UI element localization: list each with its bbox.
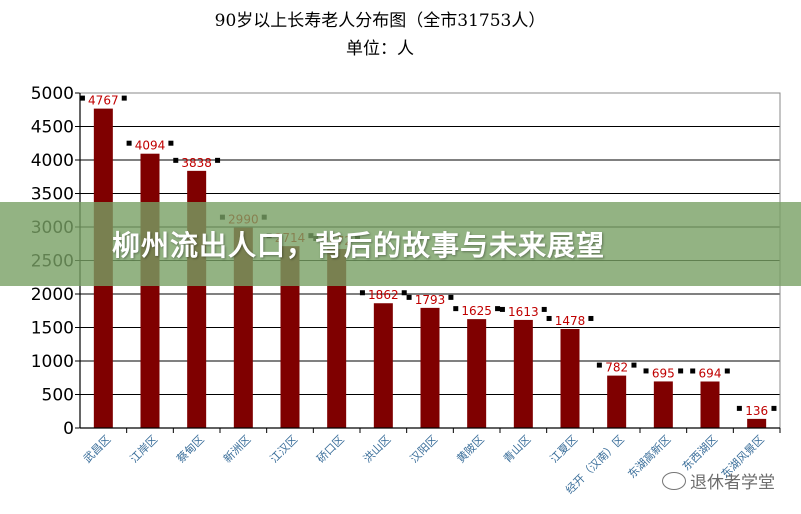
data-label-marker [126, 140, 132, 146]
data-label-marker [724, 368, 730, 374]
y-tick-label: 2000 [31, 285, 74, 305]
data-label: 1862 [368, 288, 399, 302]
data-label: 1793 [415, 293, 446, 307]
data-label-marker [631, 362, 637, 368]
y-tick-label: 4500 [31, 118, 74, 138]
data-label: 694 [699, 367, 722, 381]
data-label-marker [588, 315, 594, 321]
category-label: 江夏区 [548, 433, 581, 466]
y-tick-label: 500 [42, 386, 74, 406]
bar [280, 246, 300, 428]
bar [700, 381, 720, 428]
data-label-marker [79, 95, 85, 101]
data-label: 1478 [555, 314, 586, 328]
category-label: 洪山区 [360, 432, 393, 465]
data-label: 695 [652, 366, 675, 380]
data-label-marker [215, 157, 221, 163]
data-label-marker [448, 294, 454, 300]
data-label-marker [121, 95, 127, 101]
chart-subtitle: 单位：人 [346, 39, 414, 59]
bar [420, 307, 440, 428]
category-label: 武昌区 [81, 433, 114, 466]
bar [327, 248, 347, 428]
data-label-marker [495, 306, 501, 312]
category-label: 硚口区 [314, 433, 347, 466]
watermark: 退休者学堂 [662, 468, 775, 493]
bar [653, 381, 673, 428]
bar [467, 319, 487, 428]
data-label-marker [359, 290, 365, 296]
y-tick-label: 1500 [31, 319, 74, 339]
chart-title: 90岁以上长寿老人分布图（全市31753人） [215, 11, 546, 31]
data-label: 4094 [135, 139, 166, 153]
category-label: 黄陂区 [454, 432, 487, 465]
data-label-marker [596, 362, 602, 368]
category-label: 青山区 [501, 433, 534, 466]
data-label: 1613 [508, 305, 539, 319]
data-label-marker [401, 290, 407, 296]
data-label-marker [678, 368, 684, 374]
data-label-marker [771, 405, 777, 411]
data-label-marker [168, 140, 174, 146]
data-label-marker [453, 306, 459, 312]
bar [560, 328, 580, 428]
title-banner: 柳州流出人口，背后的故事与未来展望 [0, 202, 801, 286]
category-label: 新洲区 [220, 432, 253, 465]
y-tick-label: 3500 [31, 185, 74, 205]
data-label: 136 [745, 404, 768, 418]
bar [140, 153, 160, 428]
bar [513, 319, 533, 428]
y-tick-label: 0 [63, 419, 74, 439]
y-tick-label: 4000 [31, 151, 74, 171]
data-label: 1625 [461, 304, 492, 318]
category-label: 江岸区 [128, 433, 161, 466]
data-label-marker [690, 368, 696, 374]
data-label-marker [541, 306, 547, 312]
data-label-marker [736, 405, 742, 411]
data-label-marker [643, 368, 649, 374]
data-label-marker [499, 306, 505, 312]
data-label: 3838 [181, 156, 212, 170]
data-label-marker [546, 315, 552, 321]
bar [747, 418, 767, 428]
category-label: 汉阳区 [408, 433, 441, 466]
data-label: 782 [605, 361, 628, 375]
watermark-text: 退休者学堂 [690, 473, 775, 493]
y-tick-label: 5000 [31, 84, 74, 104]
wechat-icon [662, 471, 686, 490]
bar [607, 375, 627, 428]
category-label: 蔡甸区 [174, 433, 207, 466]
bar [373, 303, 393, 428]
banner-title: 柳州流出人口，背后的故事与未来展望 [112, 229, 606, 262]
data-label-marker [173, 157, 179, 163]
category-label: 江汉区 [268, 433, 301, 466]
data-label: 4767 [88, 94, 119, 108]
data-label-marker [406, 294, 412, 300]
y-tick-label: 1000 [31, 352, 74, 372]
